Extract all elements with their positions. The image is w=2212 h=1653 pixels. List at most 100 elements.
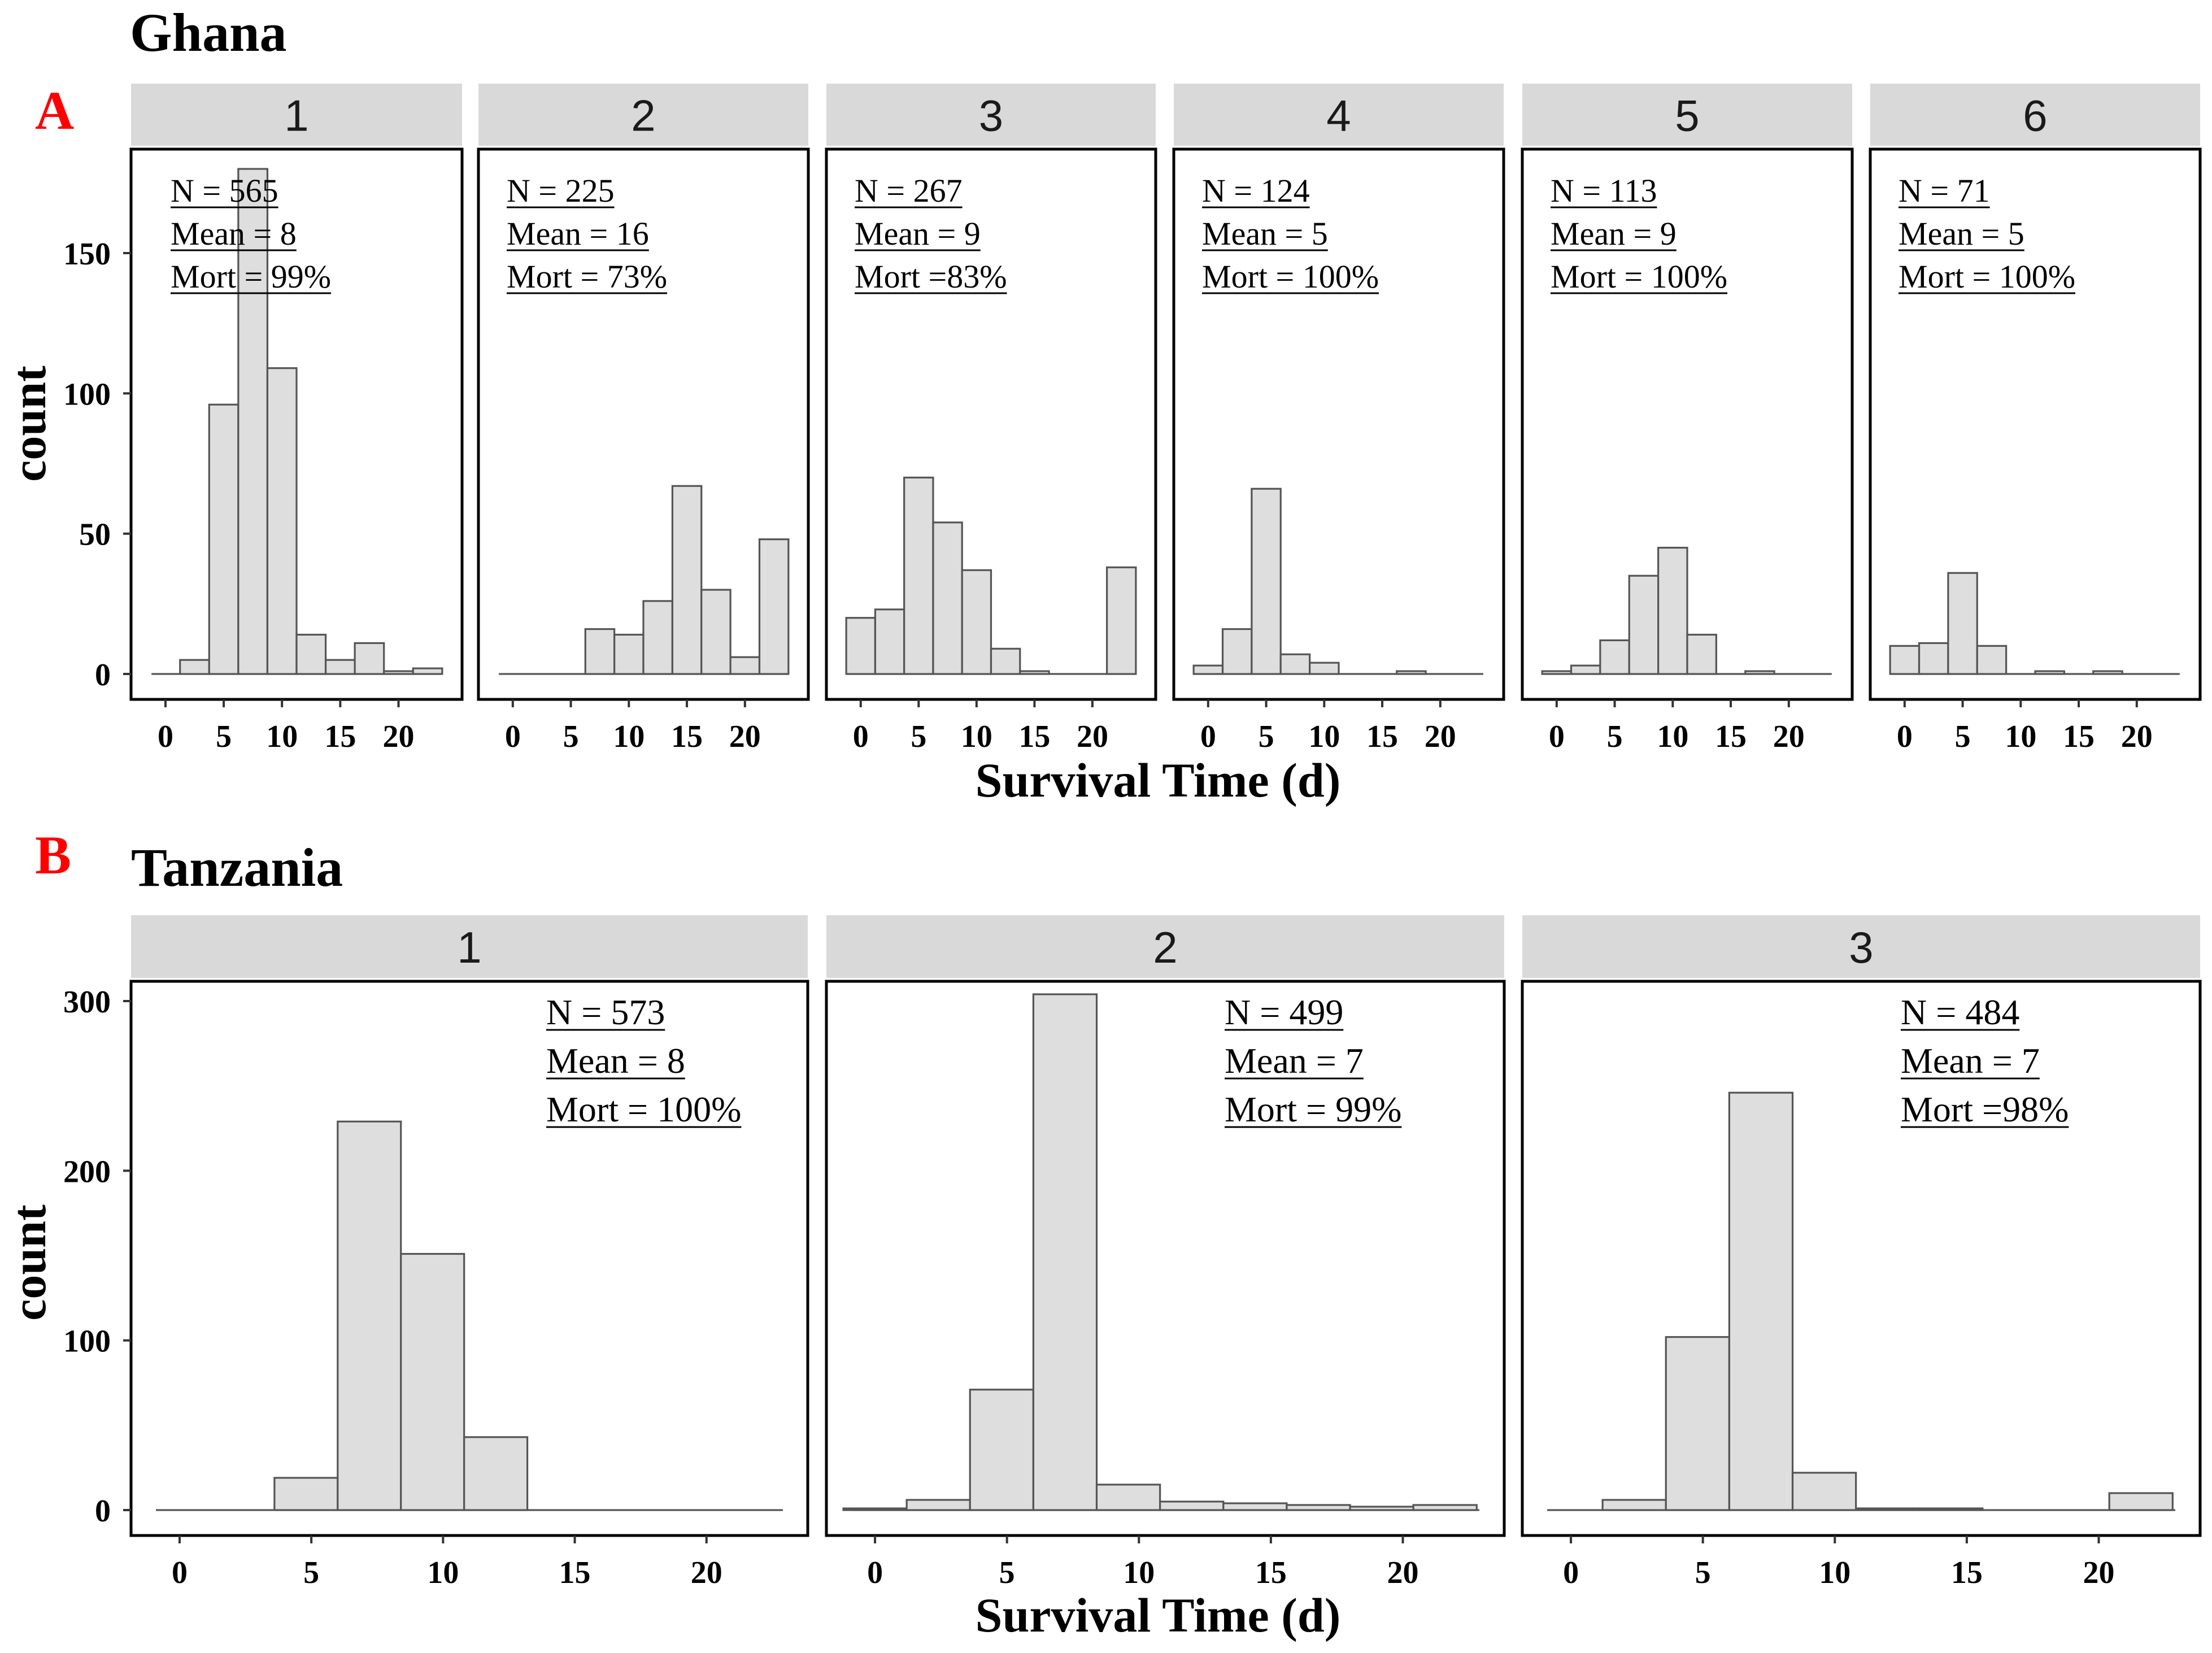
facet-stat-text: Mort = 100% [1202,258,1379,295]
histogram-bar [1744,670,1775,675]
histogram-bar [1599,639,1630,675]
histogram-bar [237,168,269,675]
histogram-bar [1657,546,1688,675]
x-tick-label: 20 [2083,1555,2114,1590]
x-tick-label: 15 [324,719,356,754]
facet-strip-label: 6 [2023,91,2047,141]
x-tick-label: 0 [1897,719,1913,754]
histogram-bar [1889,645,1921,675]
x-tick-label: 20 [691,1555,722,1590]
facet-stat-text: Mort = 99% [1225,1089,1401,1129]
histogram-bar [1159,1500,1225,1511]
histogram-bar [874,608,905,675]
x-tick-label: 10 [613,719,645,754]
histogram-bar [1665,1336,1730,1511]
x-axis-title: Survival Time (d) [976,1588,1341,1642]
x-tick-label: 15 [2063,719,2095,754]
histogram-bar [990,647,1021,675]
histogram-bar [845,617,877,675]
x-tick-label: 15 [1951,1555,1983,1590]
histogram-bar [1412,1504,1478,1511]
facet-strip [1522,84,1852,146]
histogram-bar [208,403,240,675]
histogram-bar [295,633,327,675]
histogram-bar [1286,1504,1351,1511]
x-tick-label: 10 [266,719,298,754]
histogram-bar [354,642,385,675]
facet-strip-label: 4 [1326,91,1351,141]
facet-stat-text: Mort = 100% [546,1089,741,1129]
x-tick-label: 20 [2121,719,2153,754]
facet-stat-text: Mean = 8 [171,215,297,252]
histogram-bar [1855,1507,1921,1511]
x-tick-label: 10 [427,1555,459,1590]
facet-stat-text: Mean = 5 [1202,215,1328,252]
y-tick-label: 0 [95,1494,111,1529]
histogram-bar [961,569,992,675]
histogram-bar [1791,1472,1857,1511]
facet-stat-text: Mort =98% [1901,1089,2069,1129]
x-tick-label: 20 [1387,1555,1418,1590]
histogram-bar [2034,670,2065,675]
facet-stat-text: Mort = 100% [1899,258,2075,295]
x-tick-label: 5 [563,719,579,754]
histogram-bar [1019,670,1050,675]
histogram-bar [400,1252,465,1511]
x-tick-label: 20 [382,719,414,754]
facet-stat-text: N = 113 [1551,172,1657,209]
facet-stat-text: Mort = 99% [171,258,331,295]
x-tick-label: 10 [1308,719,1340,754]
x-tick-label: 0 [1200,719,1216,754]
histogram-bar [1601,1499,1667,1511]
histogram-bar [2092,670,2123,675]
histogram-bar [1628,575,1660,675]
facet-strip [478,84,808,146]
facet-stat-text: N = 499 [1225,992,1343,1032]
y-tick-label: 50 [79,517,111,553]
x-tick-label: 5 [1607,719,1623,754]
histogram-bar [969,1389,1034,1511]
histogram-bar [729,656,761,675]
histogram-bar [337,1120,402,1511]
histogram-bar [1105,566,1137,675]
x-tick-label: 5 [1695,1555,1711,1590]
y-tick-label: 200 [63,1154,111,1189]
histogram-bar [1541,670,1573,675]
histogram-bar [2108,1492,2174,1511]
facet-strip-label: 2 [631,91,655,141]
y-tick-label: 100 [63,1324,111,1359]
x-tick-label: 5 [303,1555,319,1590]
histogram-bar [842,1507,908,1511]
histogram-bar [1221,628,1253,675]
facet-panel-frame [1869,147,2202,701]
facet-stat-text: Mean = 5 [1899,215,2024,252]
x-tick-label: 0 [172,1555,188,1590]
x-tick-label: 0 [1549,719,1565,754]
facet-panel-frame [1521,980,2202,1537]
x-tick-label: 20 [1425,719,1456,754]
histogram-bar [324,659,356,675]
histogram-bar [1976,645,2008,675]
histogram-bar [903,476,934,675]
x-tick-label: 15 [559,1555,591,1590]
histogram-bar [613,633,645,675]
facet-strip-label: 3 [1849,923,1873,972]
facet-stat-text: N = 484 [1901,992,2019,1032]
facet-stat-text: Mean = 8 [546,1041,685,1081]
histogram-bar [273,1477,339,1511]
y-tick-label: 0 [95,658,111,693]
facet-tanzania-3: 3 0 5 10 15 20 N = 484 Mean = 7 Mort =98% [1521,915,2202,1590]
panel-letter: A [35,80,74,141]
x-tick-label: 0 [505,719,521,754]
facet-stat-text: Mean = 7 [1225,1041,1364,1081]
facet-stat-text: N = 71 [1899,172,1990,209]
histogram-bar [266,367,298,675]
facet-stat-text: N = 267 [855,172,963,209]
facet-ghana-6: 6 0 5 10 15 20 N = 71 Mean = 5 Mort = 100% [1869,84,2202,754]
x-tick-label: 20 [1077,719,1108,754]
x-tick-label: 5 [1259,719,1274,754]
x-tick-label: 0 [867,1555,883,1590]
facet-strip-label: 1 [457,923,481,972]
histogram-bar [1192,664,1224,675]
